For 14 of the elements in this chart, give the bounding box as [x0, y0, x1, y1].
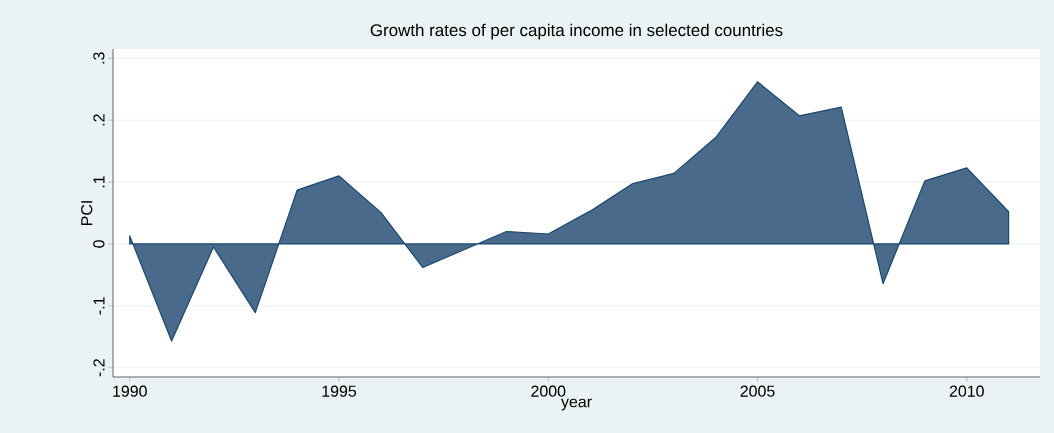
- x-tick-label: 2010: [949, 385, 984, 397]
- y-tick-label: .1: [93, 176, 105, 188]
- x-tick-label: 2005: [740, 385, 775, 397]
- x-tick-label: 1995: [322, 385, 357, 397]
- x-axis-title: year: [561, 398, 592, 411]
- y-tick-label: .2: [93, 114, 105, 126]
- y-tick-label: 0: [93, 240, 105, 248]
- chart-title: Growth rates of per capita income in selected countries: [370, 23, 783, 40]
- y-tick-label: .3: [93, 52, 105, 64]
- y-tick-label: -.1: [93, 297, 105, 315]
- y-tick-label: -.2: [93, 359, 105, 377]
- x-tick-label: 2000: [531, 385, 566, 397]
- y-axis-title: PCI: [81, 201, 93, 225]
- x-tick-label: 1990: [113, 385, 147, 397]
